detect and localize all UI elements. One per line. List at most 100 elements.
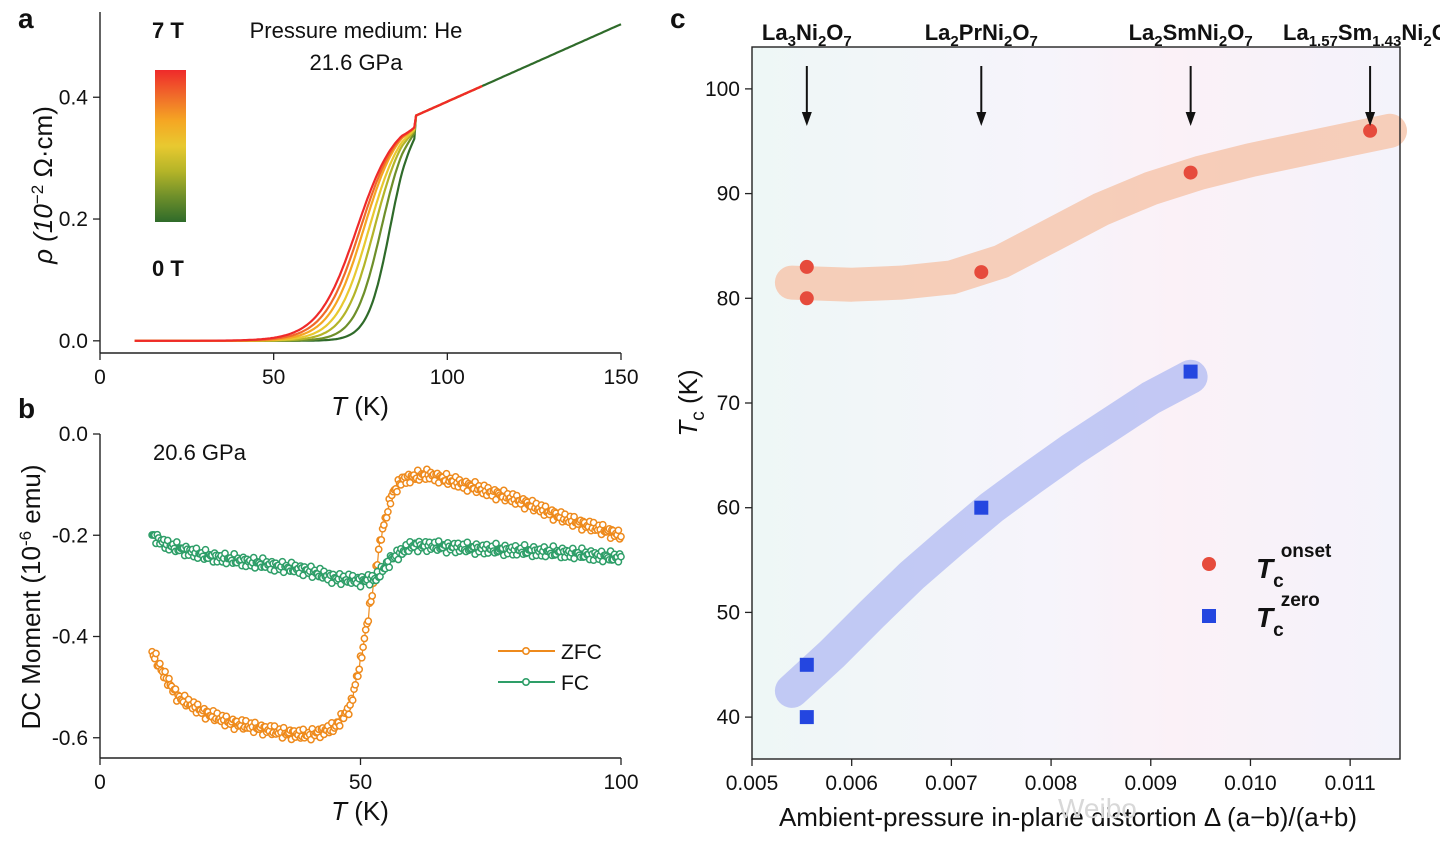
legend-zero-sup: zero (1281, 590, 1320, 611)
panel-c-onset-point (1183, 165, 1198, 180)
panel-c-zero-point (1183, 364, 1198, 379)
compound-arrowhead-2 (1185, 112, 1196, 126)
legend-onset-sub: c (1273, 571, 1284, 592)
panel-a-xlabel-unit: (K) (347, 391, 389, 421)
panel-b-fc-point (385, 563, 394, 572)
legend-zero-marker (1202, 609, 1216, 623)
compound-label-part: O (1432, 20, 1440, 45)
legend-zfc-label: ZFC (561, 641, 602, 664)
panel-b-zfc-point (617, 532, 625, 541)
compound-label-part: La (925, 20, 951, 45)
panel-a-curve-6 (134, 85, 483, 342)
compound-label-1: La2PrNi2O7 (925, 20, 1038, 50)
panel-b-fc-point (356, 582, 365, 591)
panel-a: 0 50 100 150 0.0 0.2 0.4 7 T 0 T Pressure medi… (28, 12, 639, 421)
panel-c-zero-point (799, 710, 814, 725)
panel-b-zfc-point (359, 643, 367, 652)
panel-b-zfc-point (377, 536, 386, 544)
compound-label-part: O (826, 20, 843, 45)
panel-c-onset-point (1363, 123, 1378, 138)
panel-a-ylabel-sup: −2 (28, 185, 47, 204)
panel-c: 0.005 0.006 0.007 0.008 0.009 0.010 0.011 40 50 6… (673, 20, 1440, 832)
compound-label-part: 7 (843, 33, 851, 50)
panel-b-zfc-point (161, 667, 169, 676)
legend-onset-main: T (1256, 553, 1276, 584)
panel-b: 0 50 100 0.0 -0.2 -0.4 -0.6 20.6 GPa ZFC FC T … (16, 423, 639, 826)
panel-b-fc-point (617, 552, 625, 561)
panel-b-zfc-point (152, 649, 160, 658)
compound-label-part: 2 (1154, 33, 1162, 50)
panel-b-zfc-point (351, 680, 360, 689)
panel-b-zfc-point (368, 592, 377, 600)
panel-b-xlabel-unit: (K) (347, 796, 389, 826)
panel-c-band-zero (774, 359, 1208, 708)
panel-c-zero-point (799, 657, 814, 672)
panel-c-xtick-label: 0.011 (1325, 772, 1376, 795)
panel-b-xtick-label: 0 (94, 771, 106, 794)
panel-c-ytick-label: 60 (717, 497, 740, 520)
panel-b-zfc-point (357, 653, 366, 662)
panel-c-xtick-label: 0.006 (825, 772, 878, 795)
compound-label-part: 2 (950, 33, 958, 50)
panel-c-band-onset (774, 113, 1407, 302)
panel-a-curve-1 (134, 85, 483, 342)
legend-fc-label: FC (561, 672, 589, 695)
compound-label-2: La2SmNi2O7 (1129, 20, 1253, 50)
panel-b-fc-point (434, 537, 443, 545)
compound-label-part: 1.57 (1309, 33, 1338, 50)
panel-b-fc-point (463, 538, 472, 547)
compound-label-part: O (1012, 20, 1029, 45)
colorbar-top-label: 7 T (152, 18, 184, 43)
compound-label-part: Ni (796, 20, 818, 45)
panel-b-ytick-label: -0.2 (52, 524, 88, 547)
panel-c-xtick-label: 0.009 (1124, 772, 1177, 795)
legend-zero-sub: c (1273, 620, 1284, 641)
compound-arrowhead-3 (1365, 112, 1376, 126)
panel-c-zero-point (974, 500, 989, 515)
panel-c-bands (774, 113, 1407, 708)
panel-b-points (148, 465, 625, 744)
compound-label-part: 3 (788, 33, 796, 50)
watermark-text: Weibo (1058, 793, 1137, 824)
panel-b-fc-point (520, 540, 529, 549)
panel-b-zfc-point (361, 625, 370, 634)
panel-b-zfc-point (156, 659, 164, 668)
compound-label-part: 2 (818, 33, 826, 50)
panel-a-xtick-label: 150 (603, 366, 638, 389)
panel-a-ytick-label: 0.4 (59, 86, 89, 109)
compound-arrowhead-0 (801, 112, 812, 126)
panel-b-fc-point (492, 539, 500, 548)
pressure-annotation-a: 21.6 GPa (310, 50, 404, 75)
panel-b-ylabel-sup: -6 (16, 531, 35, 546)
panel-b-zfc-point (393, 487, 401, 496)
panel-c-ytick-label: 80 (717, 287, 740, 310)
compound-label-part: 1.43 (1372, 33, 1401, 50)
panel-b-zfc-point (344, 710, 353, 719)
panel-a-ylabel-text: ρ (10 (28, 204, 58, 265)
pressure-annotation-b: 20.6 GPa (153, 440, 247, 465)
panel-c-ytick-label: 40 (717, 706, 740, 729)
panel-b-zfc-point (442, 469, 451, 478)
panel-c-onset-point (799, 259, 814, 274)
compound-label-part: O (1227, 20, 1244, 45)
panel-c-ytick-label: 90 (717, 183, 740, 206)
panel-b-ylabel-unit: emu) (16, 464, 46, 530)
panel-a-xtick-label: 100 (430, 366, 465, 389)
legend-fc-marker (521, 677, 530, 686)
panel-a-curve-5 (134, 85, 483, 342)
panel-c-ytick-label: 50 (717, 601, 740, 624)
panel-b-ylabel-text: DC Moment (10 (16, 546, 46, 730)
legend-onset-sup: onset (1281, 541, 1332, 562)
panel-c-xtick-label: 0.010 (1224, 772, 1277, 795)
panel-b-zfc-point (374, 545, 383, 554)
panel-c-legend: Tconset Tczero (1202, 541, 1332, 641)
compound-arrowhead-1 (976, 112, 987, 126)
panel-c-ylabel-unit: (K) (673, 369, 703, 411)
panel-a-curves (134, 23, 622, 342)
panel-a-curve-3 (134, 85, 483, 342)
panel-b-zfc-point (354, 672, 362, 681)
panel-b-ytick-label: 0.0 (59, 423, 88, 446)
panel-b-fc-point (172, 538, 181, 546)
panel-c-xtick-label: 0.007 (925, 772, 978, 795)
